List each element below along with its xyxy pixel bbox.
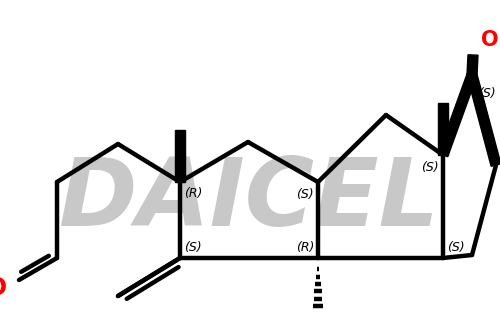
Text: OH: OH — [481, 30, 500, 50]
Polygon shape — [438, 73, 476, 157]
Text: (S): (S) — [422, 161, 439, 174]
Text: DAICEL: DAICEL — [58, 154, 438, 246]
Text: (S): (S) — [184, 241, 202, 254]
Polygon shape — [467, 55, 478, 75]
Polygon shape — [438, 103, 448, 155]
Text: O: O — [0, 276, 7, 300]
Text: (S): (S) — [478, 87, 496, 100]
Text: (S): (S) — [447, 241, 464, 254]
Circle shape — [98, 160, 104, 166]
Text: (S): (S) — [296, 188, 314, 201]
Polygon shape — [467, 74, 500, 166]
Text: (R): (R) — [184, 187, 203, 200]
Polygon shape — [175, 130, 185, 182]
Text: (R): (R) — [296, 241, 314, 254]
Circle shape — [88, 160, 94, 166]
